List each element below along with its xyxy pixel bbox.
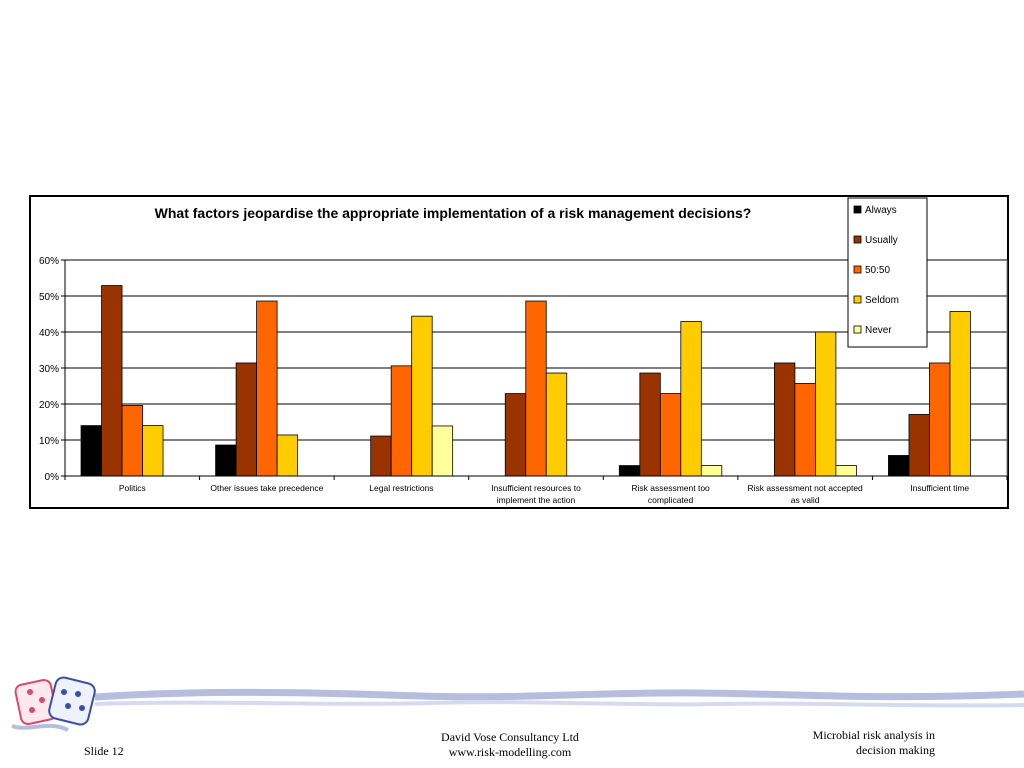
bar-chart: What factors jeopardise the appropriate … [39, 197, 1008, 505]
legend-label: 50:50 [865, 265, 890, 276]
x-category-label: Insufficient resources to [491, 483, 581, 493]
bar-seldom [814, 331, 837, 477]
presentation-subject: Microbial risk analysis in decision maki… [760, 728, 935, 758]
company-name: David Vose Consultancy Ltd [441, 730, 579, 744]
bar-seldom [142, 425, 164, 477]
bar-usually [101, 285, 123, 477]
legend-label: Never [865, 325, 892, 336]
y-tick-label: 60% [39, 256, 59, 267]
bar-never [431, 425, 454, 477]
x-category-label: implement the action [497, 495, 576, 505]
bar-never [835, 465, 857, 477]
subject-line-1: Microbial risk analysis in [812, 728, 935, 742]
x-category-label: Politics [119, 483, 146, 493]
y-tick-label: 0% [45, 472, 60, 483]
bar-always [618, 465, 641, 477]
bar-usually [504, 393, 527, 477]
legend-label: Seldom [865, 295, 899, 306]
bar-never [700, 465, 723, 477]
y-tick-label: 40% [39, 328, 59, 339]
legend-swatch [853, 235, 862, 244]
bar-seldom [545, 372, 568, 477]
y-tick-label: 30% [39, 364, 59, 375]
bar-5050 [525, 300, 547, 477]
bar-always [80, 425, 102, 477]
y-tick-label: 50% [39, 292, 59, 303]
bar-always [888, 455, 910, 477]
y-tick-label: 10% [39, 436, 59, 447]
subject-line-2: decision making [856, 743, 935, 757]
legend-swatch [853, 205, 862, 214]
legend-swatch [853, 295, 862, 304]
legend-label: Always [865, 205, 897, 216]
bar-5050 [390, 365, 413, 477]
bar-usually [773, 362, 796, 477]
bar-seldom [949, 311, 971, 477]
x-category-label: Legal restrictions [369, 483, 433, 493]
legend-swatch [853, 325, 862, 334]
decorative-wave [94, 688, 1024, 708]
bar-usually [639, 372, 661, 477]
bar-usually [370, 435, 392, 477]
company-info: David Vose Consultancy Ltd www.risk-mode… [395, 730, 625, 760]
x-category-label: complicated [648, 495, 694, 505]
x-category-label: Risk assessment too [631, 483, 710, 493]
bar-5050 [794, 383, 816, 477]
chart-title: What factors jeopardise the appropriate … [155, 205, 752, 221]
x-category-label: as valid [791, 495, 820, 505]
bar-5050 [659, 393, 682, 477]
x-category-label: Risk assessment not accepted [748, 483, 864, 493]
x-category-label: Other issues take precedence [210, 483, 323, 493]
company-url: www.risk-modelling.com [448, 745, 572, 759]
bar-5050 [929, 362, 951, 477]
y-tick-label: 20% [39, 400, 59, 411]
bar-seldom [411, 315, 433, 477]
dice-logo-icon [11, 676, 96, 732]
legend-swatch [853, 265, 862, 274]
bar-always [215, 444, 237, 477]
bar-5050 [121, 405, 143, 477]
x-category-label: Insufficient time [910, 483, 969, 493]
bar-5050 [256, 300, 278, 477]
bar-seldom [276, 434, 299, 477]
slide-number: Slide 12 [84, 744, 124, 758]
bar-usually [235, 362, 258, 477]
bar-usually [908, 414, 930, 477]
bar-seldom [680, 321, 702, 477]
legend-label: Usually [865, 235, 898, 246]
